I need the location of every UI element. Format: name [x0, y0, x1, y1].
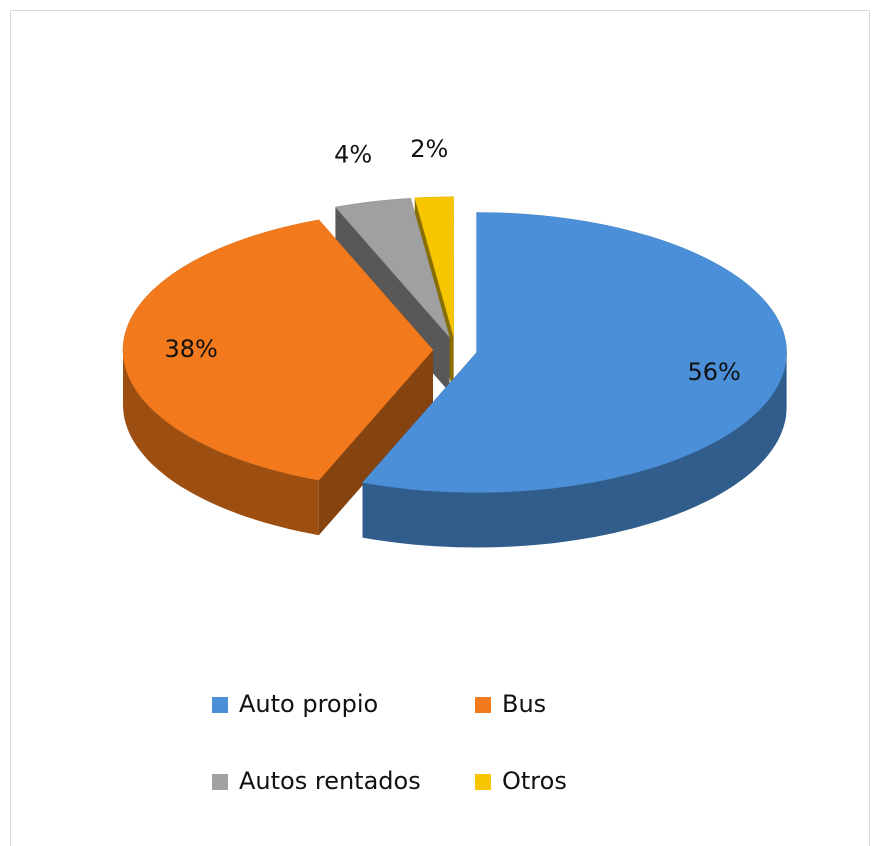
chart-frame: [10, 10, 870, 846]
data-label: 56%: [687, 358, 740, 386]
slice-wall: [362, 352, 787, 548]
legend-label: Autos rentados: [239, 767, 421, 795]
slice-wall: [123, 350, 319, 536]
data-label: 2%: [410, 135, 448, 163]
legend-swatch: [475, 697, 491, 713]
slice: [334, 198, 450, 338]
legend-swatch: [212, 774, 228, 790]
legend-label: Bus: [502, 690, 546, 718]
slice-side: [318, 350, 433, 536]
legend-label: Otros: [502, 767, 567, 795]
legend-swatch: [212, 697, 228, 713]
legend-label: Auto propio: [239, 690, 378, 718]
legend-swatch: [475, 774, 491, 790]
data-label: 38%: [165, 335, 218, 363]
slice: [414, 196, 454, 337]
slice: [362, 212, 787, 493]
slice: [122, 219, 434, 481]
data-label: 4%: [334, 141, 372, 169]
